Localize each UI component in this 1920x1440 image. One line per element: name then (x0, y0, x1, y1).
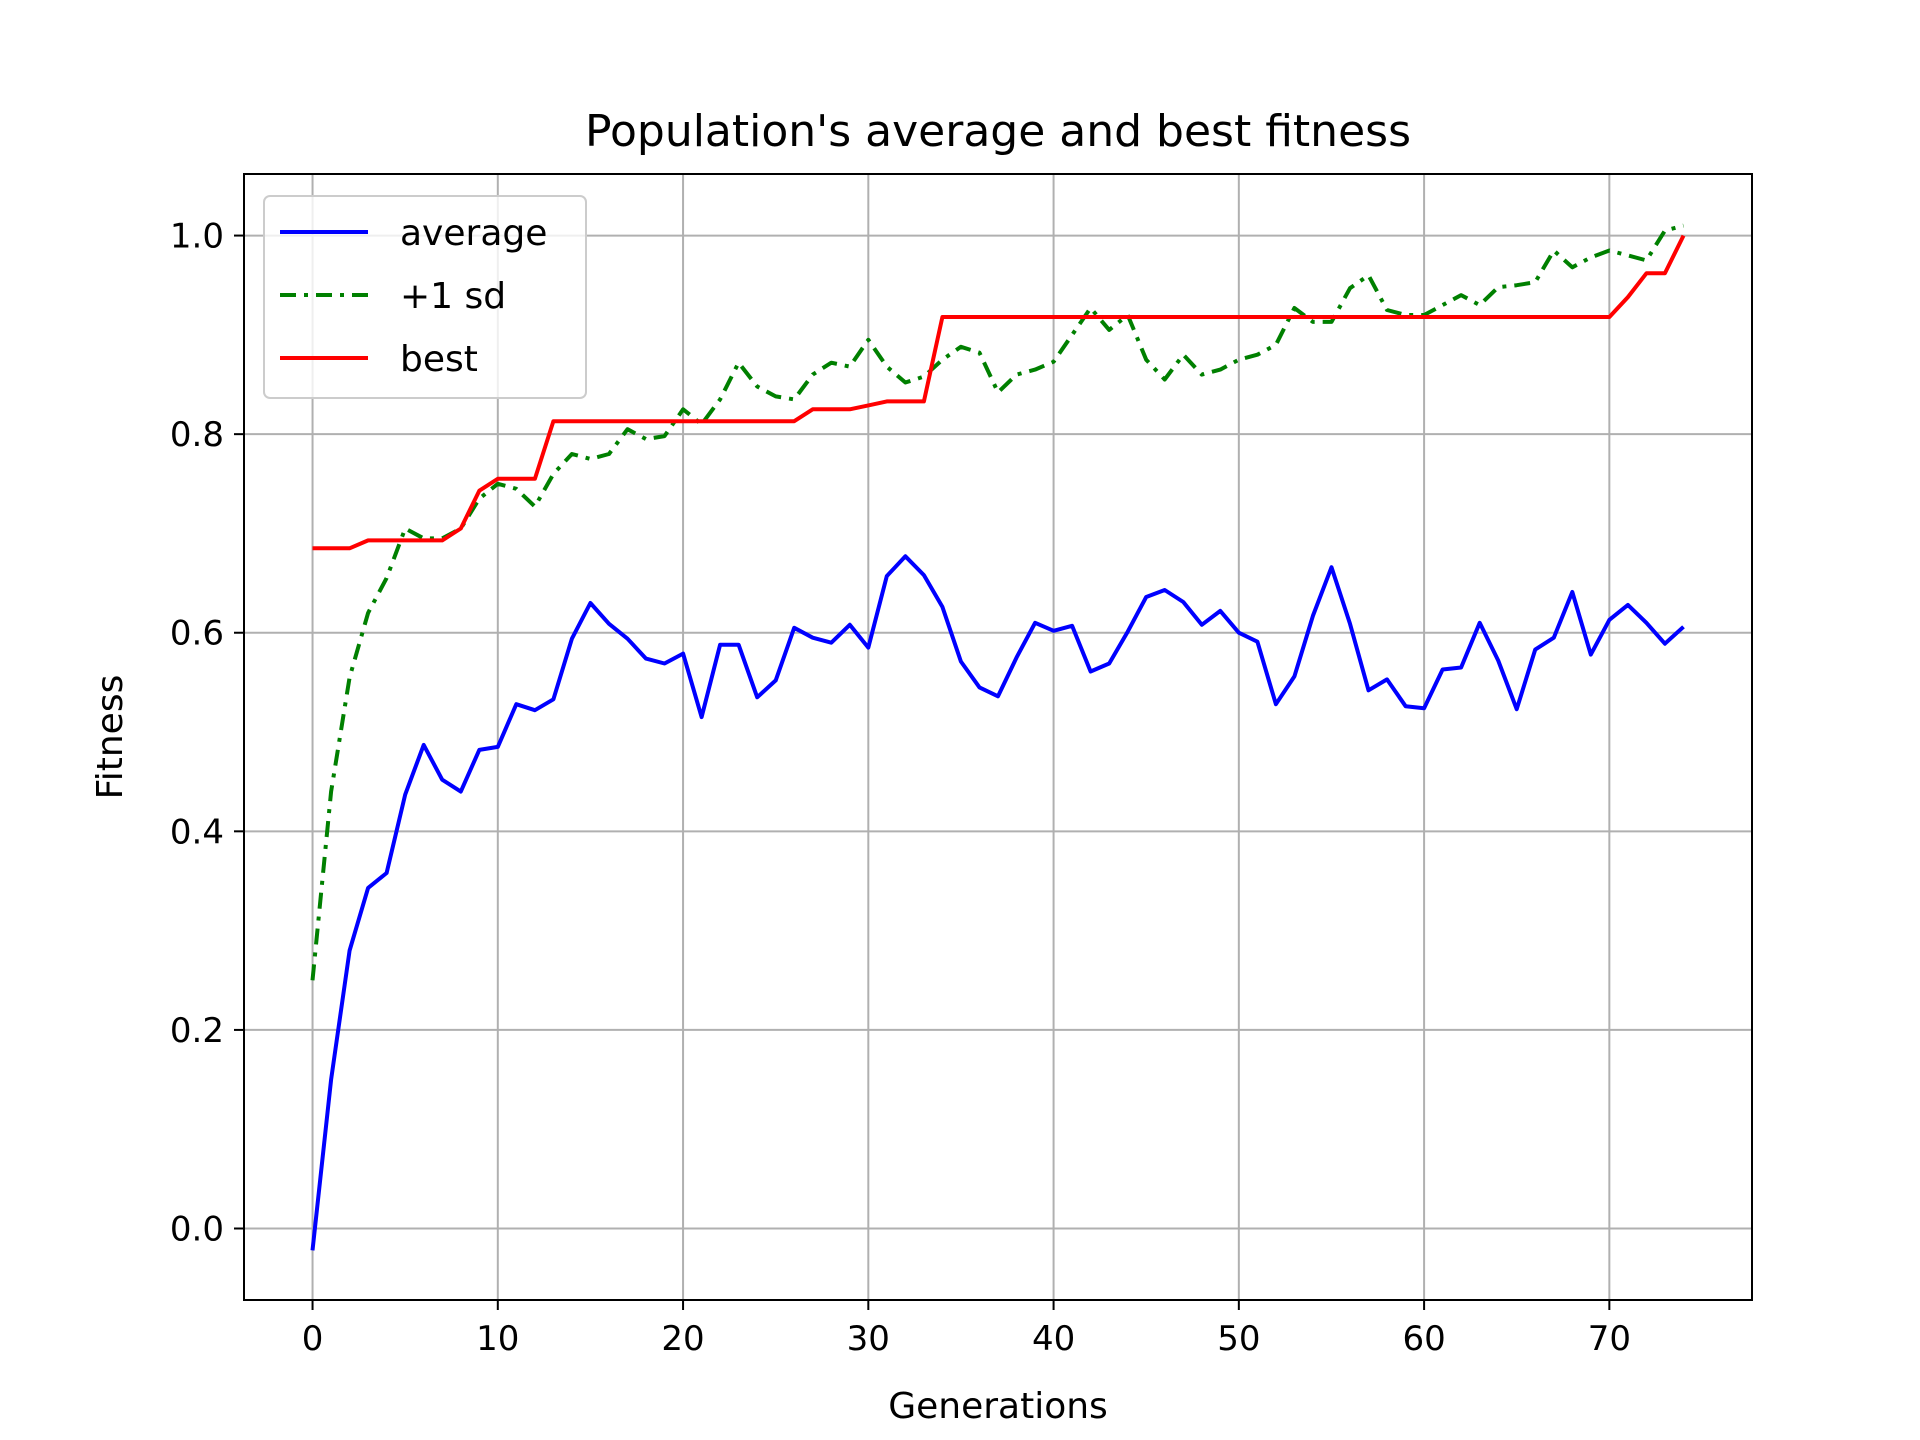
y-tick-label: 0.0 (170, 1210, 224, 1250)
grid-lines (244, 174, 1752, 1300)
series-line-2 (310, 223, 1685, 981)
x-tick-label: 60 (1402, 1319, 1445, 1359)
y-tick-label: 0.6 (170, 614, 224, 654)
series-lines (310, 223, 1686, 1251)
y-axis-ticks: 0.0 0.2 0.4 0.6 0.8 1.0 (170, 217, 244, 1250)
y-tick-label: 0.8 (170, 415, 224, 455)
y-axis-label: Fitness (90, 675, 131, 800)
x-axis-label: Generations (888, 1386, 1108, 1427)
x-tick-label: 0 (302, 1319, 324, 1359)
x-axis-ticks: 0 10 20 30 40 50 60 70 (302, 1300, 1631, 1359)
y-tick-label: 1.0 (170, 217, 224, 257)
x-tick-label: 30 (847, 1319, 890, 1359)
y-tick-label: 0.2 (170, 1011, 224, 1051)
legend-label: best (400, 339, 478, 380)
chart-title: Population's average and best fitness (585, 106, 1411, 157)
series-line-3 (312, 234, 1686, 551)
legend-label: average (400, 213, 547, 254)
series-line-1 (310, 554, 1685, 1251)
x-tick-label: 50 (1217, 1319, 1260, 1359)
legend-box (263, 195, 587, 399)
legend-label: +1 sd (400, 276, 506, 317)
x-tick-label: 10 (476, 1319, 519, 1359)
x-tick-label: 70 (1588, 1319, 1631, 1359)
legend: average +1 sd best (263, 195, 587, 399)
plot-frame (243, 173, 1753, 1301)
y-tick-label: 0.4 (170, 812, 224, 852)
x-tick-label: 20 (661, 1319, 704, 1359)
x-tick-label: 40 (1032, 1319, 1075, 1359)
